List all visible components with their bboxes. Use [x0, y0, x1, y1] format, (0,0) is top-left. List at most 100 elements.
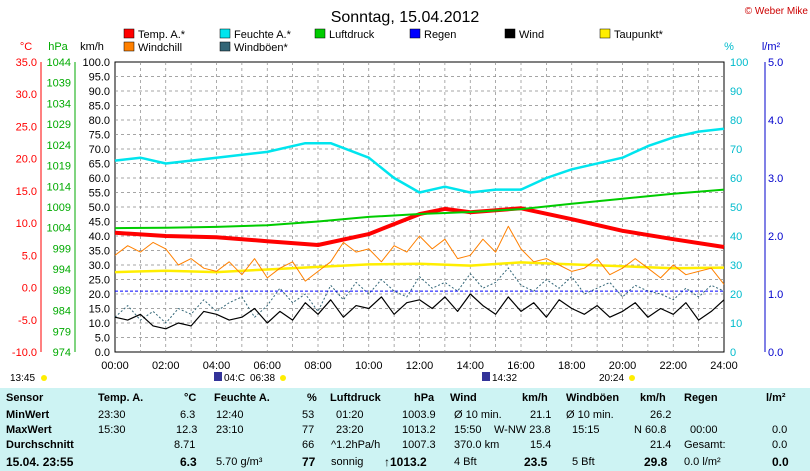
moon-icon: [482, 372, 490, 381]
x-tick: 08:00: [304, 360, 332, 372]
series-line: [114, 225, 725, 285]
wind-r1b: 21.1: [530, 409, 552, 421]
wind-tick: 45.0: [89, 217, 110, 229]
pressure-tick: 1014: [47, 181, 71, 193]
humidity-tick: 30: [730, 260, 742, 272]
col-gust-unit: km/h: [640, 392, 666, 404]
col-press-unit: hPa: [414, 392, 435, 404]
pressure-tick: 1024: [47, 140, 71, 152]
gust-now: 29.8: [644, 455, 668, 469]
pressure-tick: 1004: [47, 223, 71, 235]
wind-r2b: W-NW 23.8: [494, 424, 551, 436]
press-now: ↑1013.2: [384, 455, 427, 469]
series-line: [114, 188, 725, 230]
legend-label: Feuchte A.*: [234, 29, 292, 41]
wind-tick: 5.0: [95, 333, 110, 345]
temp-tick: 25.0: [16, 121, 37, 133]
temp-max-time: 15:30: [98, 424, 126, 436]
marker-left-time: 13:45: [10, 373, 35, 384]
legend-swatch: [123, 41, 135, 52]
temp-max: 12.3: [176, 424, 198, 436]
wind-tick: 65.0: [89, 159, 110, 171]
legend-swatch: [219, 41, 231, 52]
gust-r1b: 26.2: [650, 409, 672, 421]
chart-title: Sonntag, 15.04.2012: [331, 9, 480, 26]
temp-tick: 35.0: [16, 57, 37, 69]
col-wind-unit: km/h: [522, 392, 548, 404]
rain-tick: 2.0: [768, 231, 783, 243]
wind-tick: 0.0: [95, 347, 110, 359]
row-avg-label: Durchschnitt: [6, 439, 74, 451]
series-line: [114, 261, 725, 274]
humidity-tick: 50: [730, 202, 742, 214]
gust-now-bft: 5 Bft: [572, 456, 595, 468]
rain-r3b: 0.0: [772, 439, 788, 451]
x-tick: 20:00: [609, 360, 637, 372]
unit-humidity: %: [724, 41, 734, 53]
wind-tick: 80.0: [89, 115, 110, 127]
wind-tick: 30.0: [89, 260, 110, 272]
series-line: [114, 206, 725, 249]
x-tick: 16:00: [507, 360, 535, 372]
legend-label: Taupunkt*: [614, 29, 664, 41]
legend-swatch: [219, 28, 231, 39]
marker-sunrise: 04:C: [224, 373, 245, 384]
wind-tick: 75.0: [89, 130, 110, 142]
x-tick: 04:00: [203, 360, 231, 372]
wind-r3a: 370.0 km: [454, 439, 500, 451]
humidity-tick: 70: [730, 144, 742, 156]
weather-chart: Sonntag, 15.04.2012 © Weber Mike Temp. A.*…: [10, 6, 809, 384]
col-temp: Temp. A.: [98, 392, 144, 404]
x-tick: 18:00: [558, 360, 586, 372]
col-rain-unit: l/m²: [766, 392, 786, 404]
gust-r2a: 15:15: [572, 424, 600, 436]
temp-tick: -5.0: [18, 315, 37, 327]
pressure-tick: 1029: [47, 119, 71, 131]
wind-tick: 35.0: [89, 246, 110, 258]
series-line: [114, 293, 725, 330]
marker-sunrise-time: 06:38: [250, 373, 275, 384]
row-now-label: 15.04. 23:55: [6, 455, 74, 469]
legend-label: Luftdruck: [329, 29, 375, 41]
legend-swatch: [123, 28, 135, 39]
hum-min-time: 12:40: [216, 409, 244, 421]
wind-tick: 40.0: [89, 231, 110, 243]
col-press: Luftdruck: [330, 392, 381, 404]
temp-tick: 0.0: [22, 283, 37, 295]
temp-tick: 5.0: [22, 250, 37, 262]
rain-now-a: 0.0 l/m²: [684, 456, 721, 468]
rain-tick: 5.0: [768, 57, 783, 69]
sun-icon: [280, 375, 286, 381]
unit-rain: l/m²: [762, 41, 781, 53]
rain-tick: 4.0: [768, 115, 783, 127]
pressure-tick: 1009: [47, 202, 71, 214]
press-max-time: 23:20: [336, 424, 364, 436]
unit-pressure: hPa: [48, 41, 68, 53]
humidity-tick: 10: [730, 318, 742, 330]
row-max-label: MaxWert: [6, 424, 52, 436]
wind-tick: 60.0: [89, 173, 110, 185]
x-tick: 06:00: [253, 360, 281, 372]
col-wind: Wind: [450, 392, 477, 404]
legend-label: Wind: [519, 29, 544, 41]
legend-swatch: [409, 28, 421, 39]
col-temp-unit: °C: [184, 392, 197, 404]
sun-icon: [629, 375, 635, 381]
x-tick: 14:00: [456, 360, 484, 372]
pressure-tick: 999: [53, 243, 71, 255]
wind-now: 23.5: [524, 455, 548, 469]
hum-now: 77: [302, 455, 316, 469]
temp-tick: -10.0: [12, 347, 37, 359]
x-tick: 00:00: [101, 360, 129, 372]
humidity-tick: 90: [730, 86, 742, 98]
copyright: © Weber Mike: [745, 6, 809, 17]
press-weather: sonnig: [331, 456, 364, 468]
press-min-time: 01:20: [336, 409, 364, 421]
marker-sunset: 20:24: [599, 373, 624, 384]
wind-r1a: Ø 10 min.: [454, 409, 502, 421]
temp-tick: 30.0: [16, 89, 37, 101]
rain-r3a: Gesamt:: [684, 439, 726, 451]
wind-tick: 90.0: [89, 86, 110, 98]
temp-tick: 20.0: [16, 154, 37, 166]
pressure-tick: 1044: [47, 57, 71, 69]
